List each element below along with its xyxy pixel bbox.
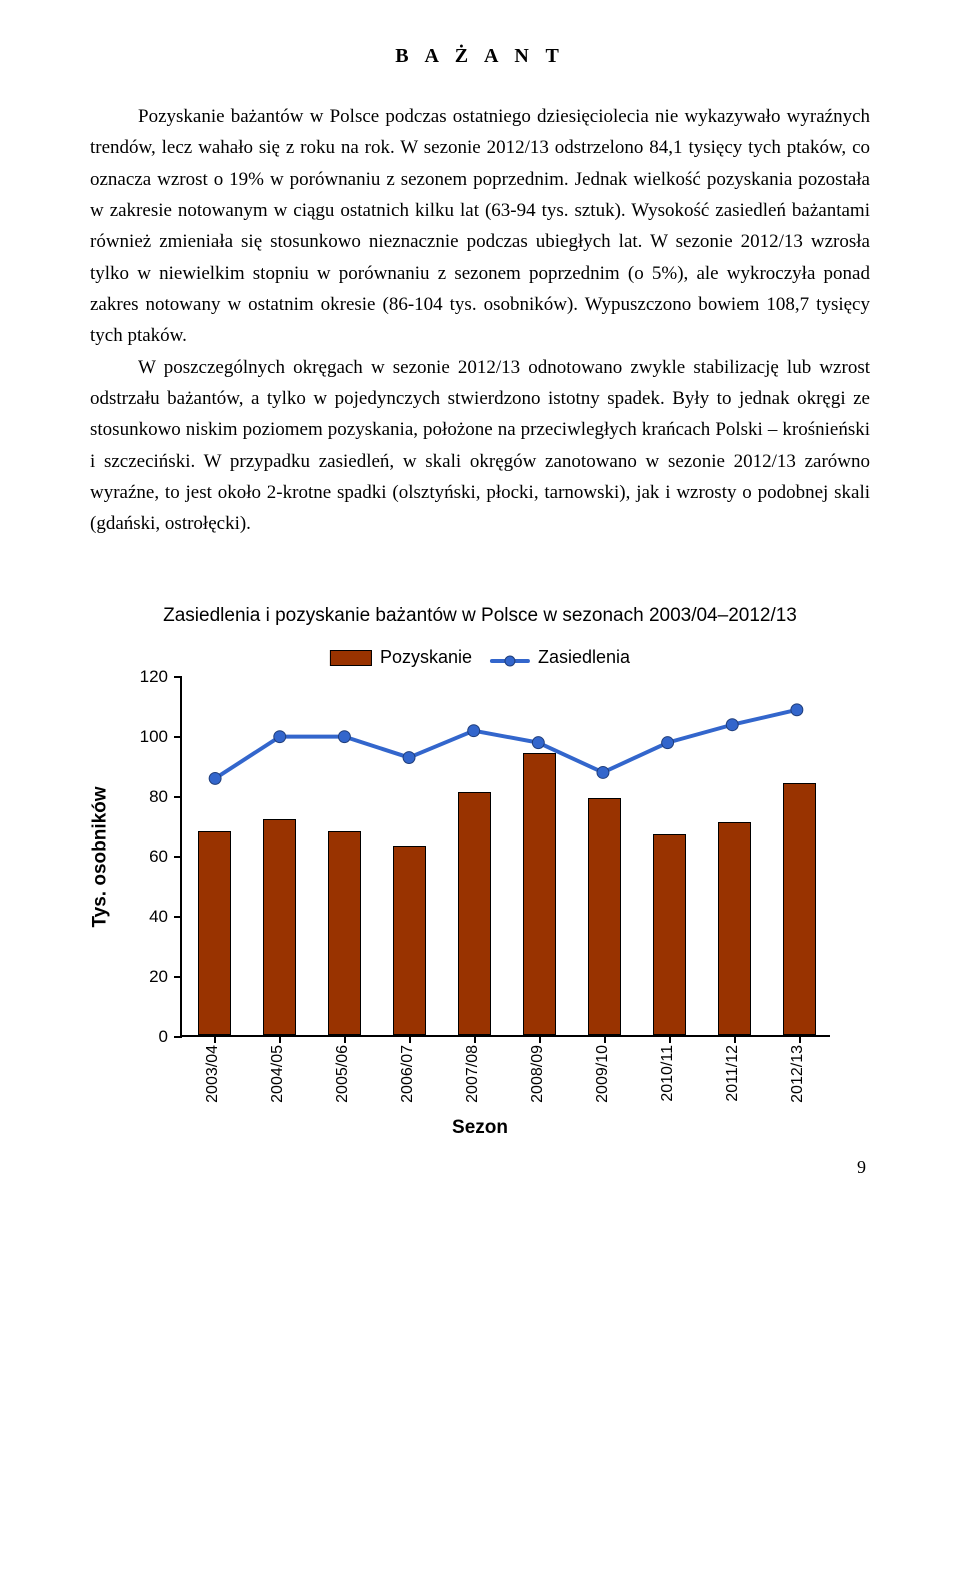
bar — [458, 792, 492, 1035]
bar — [198, 831, 232, 1035]
page-title: B A Ż A N T — [90, 40, 870, 73]
y-tick-label: 100 — [140, 723, 182, 751]
x-tick-label: 2008/09 — [524, 1045, 550, 1103]
paragraph-2: W poszczególnych okręgach w sezonie 2012… — [90, 352, 870, 540]
bar — [783, 783, 817, 1035]
y-axis-title: Tys. osobników — [84, 787, 115, 928]
bar — [263, 819, 297, 1035]
bar — [393, 846, 427, 1035]
paragraph-1: Pozyskanie bażantów w Polsce podczas ost… — [90, 101, 870, 352]
chart-legend: Pozyskanie Zasiedlenia — [330, 643, 630, 673]
legend-line-label: Zasiedlenia — [538, 647, 630, 667]
x-tick-label: 2012/13 — [784, 1045, 810, 1103]
y-tick-label: 60 — [149, 843, 182, 871]
bar — [653, 834, 687, 1035]
x-tick-label: 2005/06 — [329, 1045, 355, 1103]
bar — [328, 831, 362, 1035]
x-tick-label: 2007/08 — [459, 1045, 485, 1103]
x-tick-label: 2009/10 — [589, 1045, 615, 1103]
line-swatch — [490, 653, 530, 669]
page-number: 9 — [90, 1153, 870, 1183]
y-tick-label: 20 — [149, 963, 182, 991]
x-tick-label: 2006/07 — [394, 1045, 420, 1103]
legend-line: Zasiedlenia — [490, 643, 630, 673]
y-tick-label: 0 — [159, 1023, 182, 1051]
body-text: Pozyskanie bażantów w Polsce podczas ost… — [90, 101, 870, 540]
x-tick-label: 2003/04 — [199, 1045, 225, 1103]
y-tick-label: 120 — [140, 663, 182, 691]
x-tick-label: 2011/12 — [719, 1045, 745, 1102]
chart-title: Zasiedlenia i pozyskanie bażantów w Pols… — [90, 600, 870, 631]
plot-area: 020406080100120 — [180, 677, 830, 1037]
bar — [523, 753, 557, 1035]
legend-bar-label: Pozyskanie — [380, 647, 472, 667]
x-tick-label: 2004/05 — [264, 1045, 290, 1103]
bar — [718, 822, 752, 1035]
y-tick-label: 40 — [149, 903, 182, 931]
x-tick-label: 2010/11 — [654, 1045, 680, 1102]
bar — [588, 798, 622, 1035]
chart: Pozyskanie Zasiedlenia Tys. osobników 02… — [90, 637, 870, 1137]
bar-swatch — [330, 650, 372, 666]
y-tick-label: 80 — [149, 783, 182, 811]
x-axis-title: Sezon — [452, 1112, 508, 1143]
legend-bar: Pozyskanie — [330, 643, 472, 673]
